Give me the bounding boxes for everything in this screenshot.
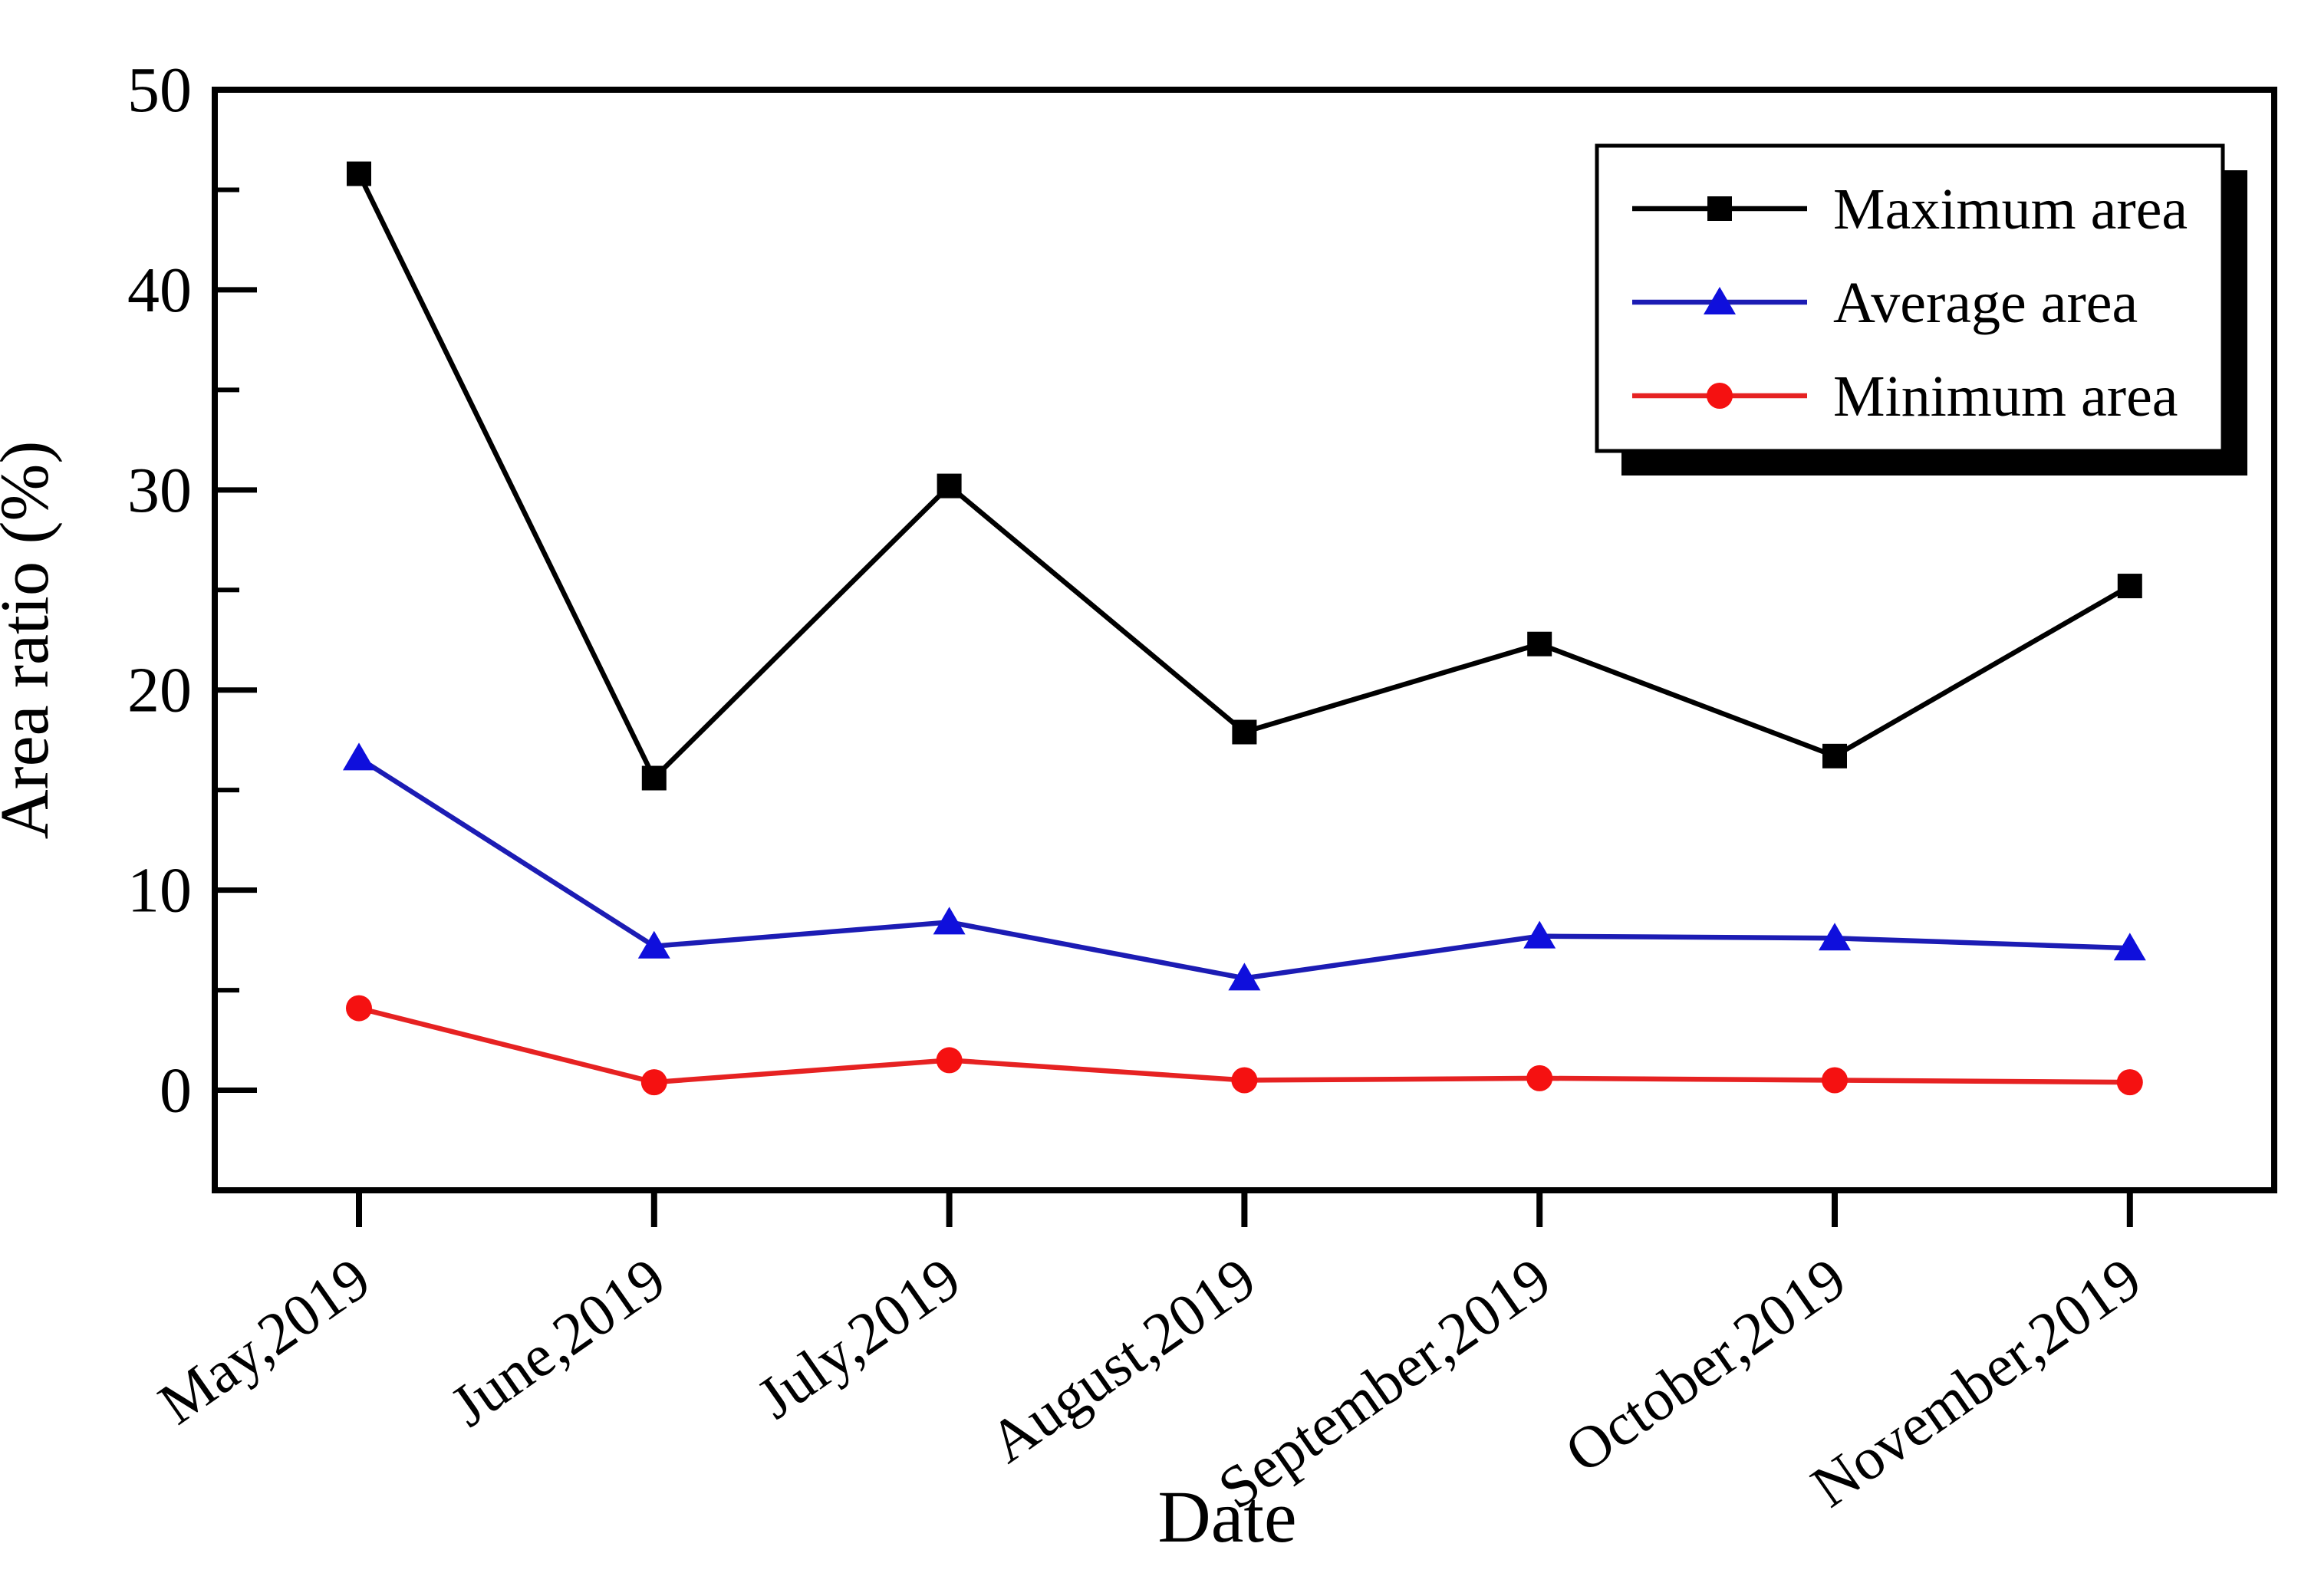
series-maximum-area-marker-1: [641, 765, 667, 791]
x-axis-title: Date: [1157, 1476, 1296, 1558]
legend: Maximum area Average area Minimum area: [1595, 143, 2247, 476]
series-minimum-area-marker-5: [1822, 1067, 1848, 1094]
legend-marker-square: [1707, 196, 1732, 221]
y-tick-label: 50: [127, 54, 192, 126]
series-minimum-area-marker-3: [1231, 1067, 1258, 1094]
series-minimum-area-marker-6: [2116, 1069, 2143, 1096]
series-average-area-marker-3: [1228, 963, 1261, 991]
series-average-area-marker-0: [343, 742, 375, 771]
legend-item-maximum-area: Maximum area: [1632, 177, 2188, 242]
series-average-area-marker-6: [2113, 933, 2146, 961]
y-tick-label: 10: [127, 855, 192, 926]
series-minimum-area-marker-2: [936, 1047, 963, 1074]
legend-item-minimum-area: Minimum area: [1632, 364, 2178, 429]
series-minimum-area-marker-0: [346, 995, 372, 1022]
legend-item-average-area: Average area: [1632, 271, 2138, 335]
y-axis: 0 10 20 30 40 50: [127, 54, 257, 1127]
series-average-area-marker-2: [933, 907, 966, 935]
series-minimum-area-marker-1: [640, 1069, 667, 1096]
legend-label: Average area: [1833, 271, 2138, 335]
y-tick-label: 30: [127, 455, 192, 526]
series-average-area-marker-4: [1523, 920, 1556, 949]
series-maximum-area-marker-2: [937, 473, 962, 499]
series-average-area: [343, 742, 2146, 991]
series-maximum-area-marker-0: [347, 161, 371, 186]
series-maximum-area-marker-5: [1822, 743, 1847, 768]
series-average-area-marker-5: [1819, 923, 1851, 951]
series-average-area-marker-1: [637, 930, 670, 959]
y-tick-label: 20: [127, 655, 192, 726]
y-tick-label: 0: [160, 1055, 192, 1127]
legend-label: Minimum area: [1833, 364, 2178, 429]
y-axis-title: Area ratio (%): [0, 441, 63, 840]
legend-box: [1595, 143, 2225, 453]
series-minimum-area-marker-4: [1526, 1065, 1553, 1091]
legend-marker-triangle: [1704, 287, 1736, 314]
series-maximum-area-marker-3: [1232, 719, 1257, 745]
series-minimum-area: [346, 995, 2143, 1096]
series-maximum-area-marker-6: [2117, 574, 2142, 599]
y-tick-label: 40: [127, 255, 192, 326]
series-maximum-area: [347, 161, 2142, 791]
legend-label: Maximum area: [1833, 177, 2188, 242]
series-maximum-area-marker-4: [1527, 631, 1552, 656]
legend-marker-circle: [1707, 383, 1733, 409]
